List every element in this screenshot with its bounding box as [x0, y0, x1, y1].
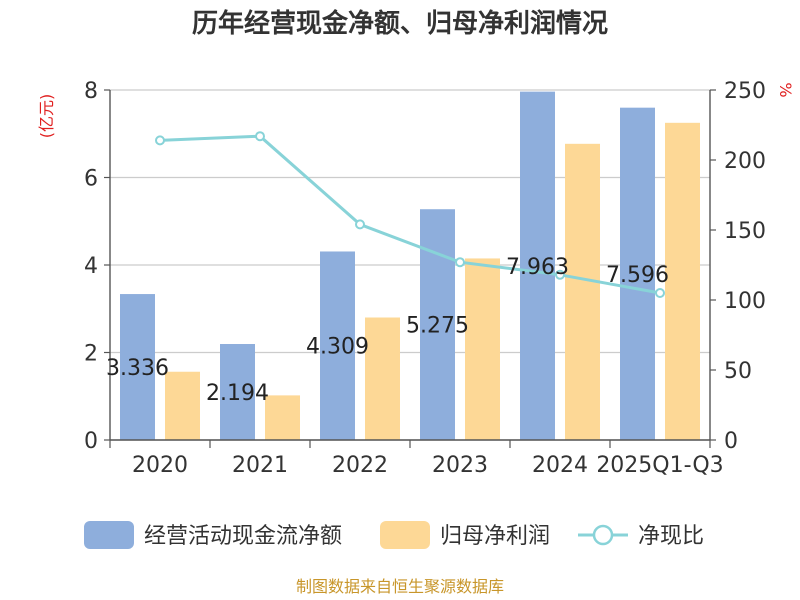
- x-tick-label: 2020: [132, 453, 188, 478]
- ratio-point[interactable]: [155, 135, 165, 146]
- right-tick-label: 100: [724, 289, 766, 314]
- x-tick-label: 2024: [532, 453, 588, 478]
- right-tick-label: 150: [724, 219, 766, 244]
- source-note: 制图数据来自恒生聚源数据库: [296, 577, 504, 596]
- net-profit-bar[interactable]: [665, 122, 700, 440]
- right-tick-label: 250: [724, 79, 766, 104]
- bars: [120, 91, 700, 441]
- cashflow-bar[interactable]: [120, 294, 155, 440]
- net-profit-bar[interactable]: [565, 143, 600, 440]
- cashflow-bar[interactable]: [220, 344, 255, 440]
- left-tick-label: 6: [84, 167, 98, 192]
- left-axis-unit: (亿元): [37, 94, 56, 139]
- cashflow-value-label: 7.963: [506, 255, 569, 280]
- left-tick-label: 2: [84, 342, 98, 367]
- axes: 0 2 4 6 8 0 50 100 150 200 250 2020 2021 2022 2023 2024…: [84, 79, 766, 478]
- cashflow-value-label: 2.194: [206, 381, 269, 406]
- x-tick-label: 2023: [432, 453, 488, 478]
- legend-swatch-net-profit[interactable]: [380, 521, 430, 549]
- legend-label[interactable]: 净现比: [638, 524, 704, 549]
- cashflow-value-label: 5.275: [406, 314, 469, 339]
- net-profit-bar[interactable]: [365, 317, 400, 441]
- ratio-point[interactable]: [255, 131, 265, 142]
- left-tick-label: 0: [84, 429, 98, 454]
- legend-label[interactable]: 归母净利润: [440, 524, 550, 549]
- legend-marker-ratio[interactable]: [592, 524, 614, 546]
- net-profit-bar[interactable]: [265, 395, 300, 440]
- ratio-point[interactable]: [555, 269, 565, 280]
- legend-label[interactable]: 经营活动现金流净额: [144, 524, 342, 549]
- x-tick-label: 2022: [332, 453, 388, 478]
- ratio-line-path: [159, 134, 661, 295]
- chart-title: 历年经营现金净额、归母净利润情况: [192, 8, 608, 39]
- right-tick-label: 50: [724, 359, 752, 384]
- data-labels: 3.336 2.194 4.309 5.275 7.963 7.596: [106, 255, 669, 406]
- left-tick-label: 8: [84, 79, 98, 104]
- net-profit-bar[interactable]: [465, 258, 500, 440]
- cashflow-bar[interactable]: [620, 107, 655, 441]
- cashflow-bar[interactable]: [320, 251, 355, 440]
- cashflow-value-label: 4.309: [306, 335, 369, 360]
- right-tick-label: 200: [724, 149, 766, 174]
- x-tick-label: 2021: [232, 453, 288, 478]
- left-tick-label: 4: [84, 254, 98, 279]
- cashflow-bar[interactable]: [520, 91, 555, 441]
- legend-swatch-cashflow[interactable]: [84, 521, 134, 549]
- net-profit-bar[interactable]: [165, 371, 200, 440]
- ratio-line: [155, 131, 665, 298]
- cashflow-value-label: 3.336: [106, 356, 169, 381]
- ratio-point[interactable]: [455, 257, 465, 268]
- legend[interactable]: 经营活动现金流净额 归母净利润 净现比: [84, 521, 704, 549]
- x-tick-label: 2025Q1-Q3: [596, 453, 723, 478]
- ratio-point[interactable]: [355, 219, 365, 230]
- right-tick-label: 0: [724, 429, 738, 454]
- right-axis-unit: %: [776, 82, 795, 97]
- cashflow-value-label: 7.596: [606, 263, 669, 288]
- ratio-point[interactable]: [655, 288, 665, 298]
